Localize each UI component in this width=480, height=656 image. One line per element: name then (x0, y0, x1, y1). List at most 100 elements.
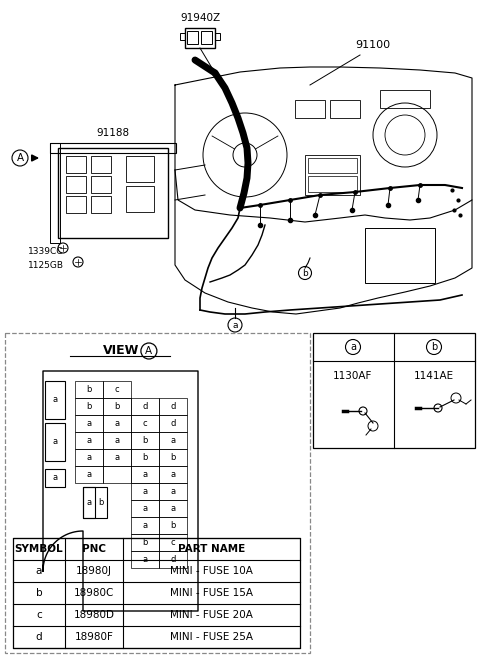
Bar (75, 415, 103, 432)
Text: b: b (114, 402, 120, 411)
Bar (131, 551, 159, 568)
Text: MINI - FUSE 15A: MINI - FUSE 15A (170, 588, 253, 598)
Bar (159, 449, 187, 466)
Bar (58, 148, 168, 238)
Bar (131, 534, 159, 551)
Text: PNC: PNC (82, 544, 106, 554)
Text: b: b (36, 588, 42, 598)
Bar (75, 449, 103, 466)
Bar (185, 28, 215, 48)
Bar (126, 156, 154, 182)
Text: a: a (114, 419, 120, 428)
Text: a: a (52, 396, 58, 405)
Bar (103, 415, 131, 432)
Bar (159, 551, 187, 568)
Text: 18980D: 18980D (73, 610, 115, 620)
Text: 18980C: 18980C (74, 588, 114, 598)
Text: b: b (86, 385, 92, 394)
Bar (201, 31, 212, 44)
Bar (91, 196, 111, 213)
Text: b: b (431, 342, 437, 352)
Bar (159, 534, 187, 551)
Text: a: a (86, 470, 92, 479)
Text: b: b (170, 453, 176, 462)
Text: a: a (232, 321, 238, 329)
Bar (159, 517, 187, 534)
Bar (45, 469, 65, 487)
Text: b: b (142, 453, 148, 462)
Text: MINI - FUSE 25A: MINI - FUSE 25A (170, 632, 253, 642)
Text: b: b (86, 402, 92, 411)
Text: PART NAME: PART NAME (178, 544, 245, 554)
Text: b: b (142, 538, 148, 547)
Text: a: a (350, 342, 356, 352)
Text: a: a (170, 487, 176, 496)
Text: a: a (86, 436, 92, 445)
Text: A: A (16, 153, 24, 163)
Bar (84, 487, 96, 518)
Bar (187, 31, 198, 44)
Bar (159, 483, 187, 500)
Text: a: a (86, 453, 92, 462)
Text: c: c (36, 610, 42, 620)
Text: MINI - FUSE 10A: MINI - FUSE 10A (170, 566, 253, 576)
Bar (180, 33, 185, 40)
Text: c: c (143, 419, 147, 428)
Text: a: a (170, 436, 176, 445)
Bar (131, 398, 159, 415)
Bar (45, 423, 65, 461)
Bar (159, 398, 187, 415)
Bar (131, 415, 159, 432)
Text: a: a (52, 474, 58, 483)
Bar (103, 381, 131, 398)
Bar (13, 538, 300, 648)
Text: a: a (143, 504, 147, 513)
Text: a: a (170, 470, 176, 479)
Text: d: d (36, 632, 42, 642)
Text: 18980J: 18980J (76, 566, 112, 576)
Text: b: b (98, 498, 104, 507)
Text: a: a (143, 470, 147, 479)
Bar (75, 432, 103, 449)
Bar (131, 517, 159, 534)
Text: a: a (170, 504, 176, 513)
Bar (5, 333, 310, 653)
Bar (50, 143, 60, 243)
Bar (75, 466, 103, 483)
Bar (330, 100, 360, 118)
Text: 1130AF: 1130AF (333, 371, 372, 381)
Bar (365, 228, 435, 283)
Text: a: a (86, 419, 92, 428)
Bar (84, 487, 107, 518)
Bar (295, 100, 325, 118)
Bar (45, 381, 65, 419)
Bar (91, 176, 111, 193)
Bar (313, 333, 475, 448)
Text: c: c (171, 538, 175, 547)
Bar (308, 158, 357, 173)
Text: 18980F: 18980F (74, 632, 113, 642)
Text: d: d (170, 419, 176, 428)
Bar (75, 398, 103, 415)
Bar (66, 176, 86, 193)
Text: a: a (143, 521, 147, 530)
Text: a: a (52, 438, 58, 447)
Bar (308, 176, 357, 192)
Text: A: A (145, 346, 153, 356)
Bar (131, 483, 159, 500)
Bar (159, 466, 187, 483)
Bar (131, 432, 159, 449)
Text: 1125GB: 1125GB (28, 260, 64, 270)
Bar (103, 398, 131, 415)
Bar (159, 415, 187, 432)
Bar (75, 381, 103, 398)
Text: d: d (170, 402, 176, 411)
Text: 91940Z: 91940Z (180, 13, 220, 23)
Text: d: d (142, 402, 148, 411)
Text: 91188: 91188 (96, 128, 130, 138)
Text: 1141AE: 1141AE (414, 371, 454, 381)
Bar (159, 432, 187, 449)
Bar (131, 449, 159, 466)
Text: b: b (302, 268, 308, 277)
Text: MINI - FUSE 20A: MINI - FUSE 20A (170, 610, 253, 620)
